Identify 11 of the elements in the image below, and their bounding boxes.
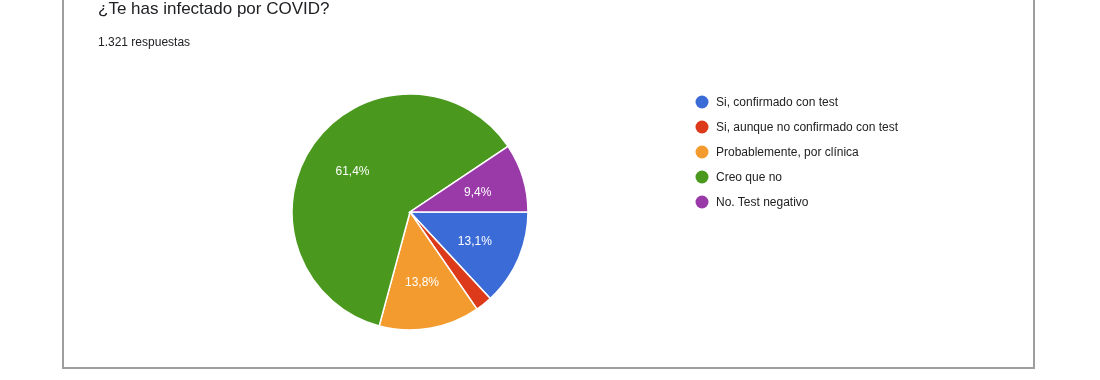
legend-label: Si, aunque no confirmado con test [716,120,899,135]
text: 1.321 respuestas [98,35,191,49]
data-label: 13,1% [457,233,493,248]
legend-label: Si, confirmado con test [716,95,839,110]
data-label: 9,4% [464,184,492,199]
legend-label: No. Test negativo [716,195,809,210]
legend-label: Probablemente, por clínica [716,145,860,160]
data-label: 13,8% [404,274,440,289]
chart-title: ¿Te has infectado por COVID? [98,0,330,18]
data-label: 61,4% [335,163,370,178]
legend-label: Creo que no [716,170,783,185]
